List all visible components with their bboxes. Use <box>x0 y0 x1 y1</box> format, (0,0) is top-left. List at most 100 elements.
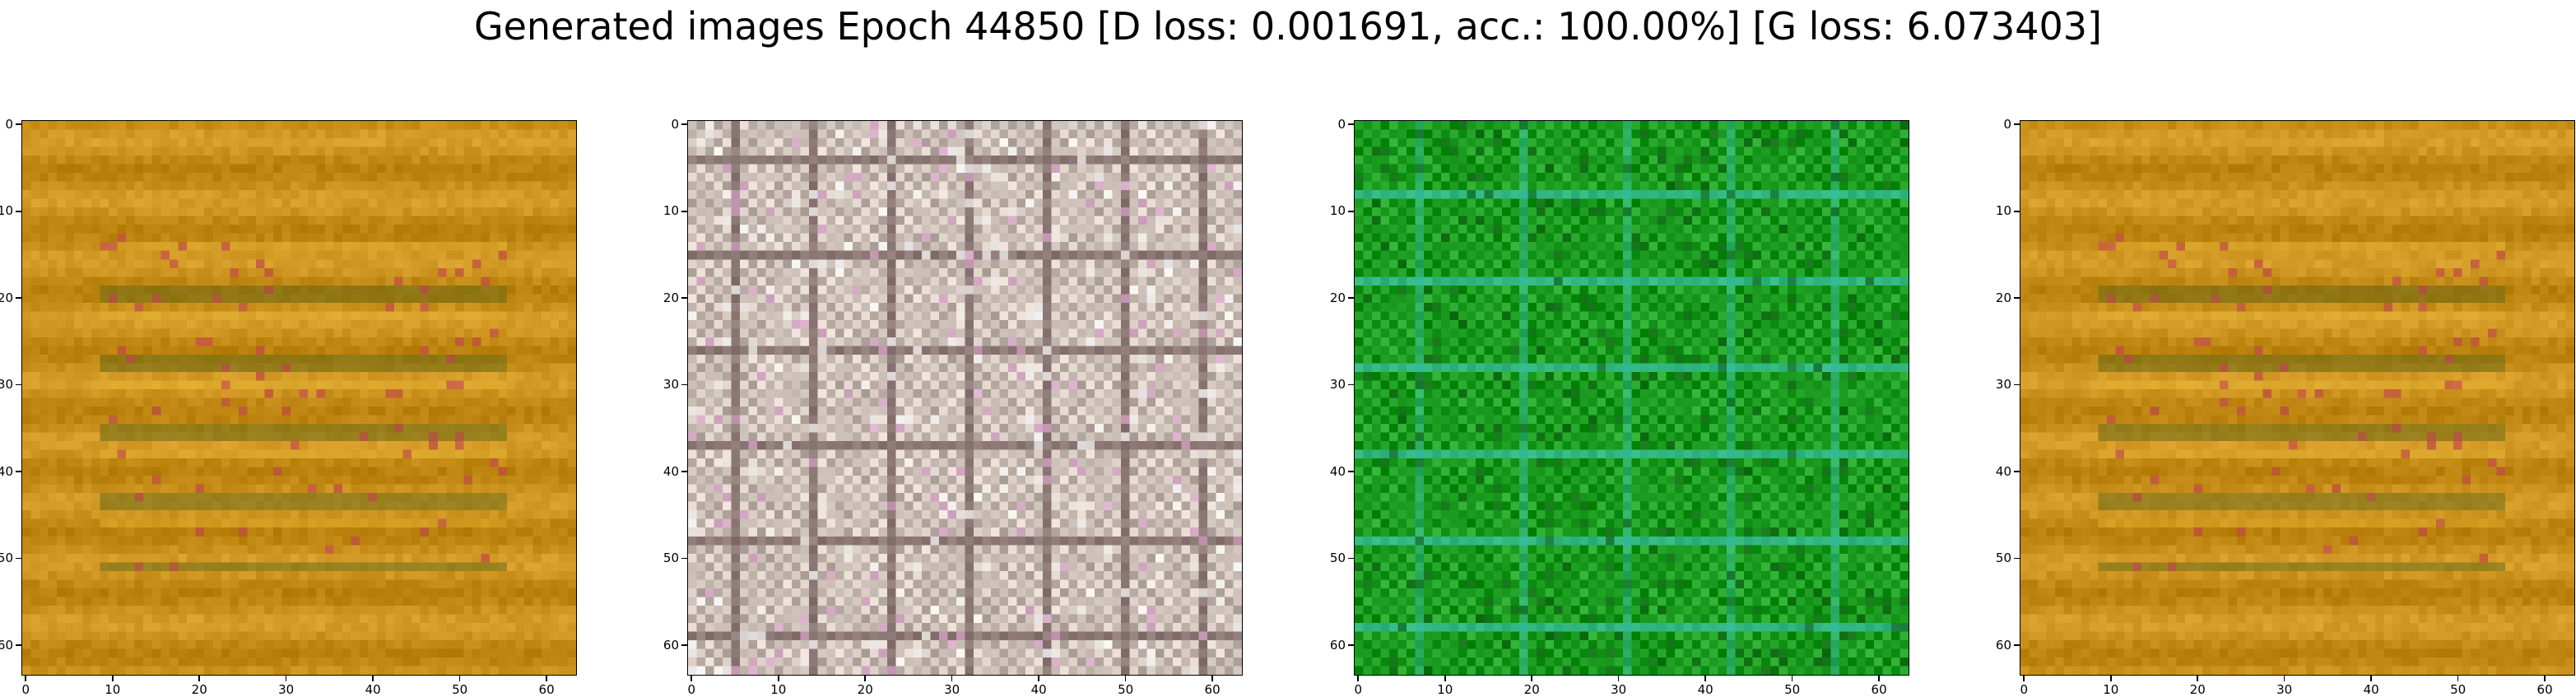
y-tick-label: 0 <box>1337 116 1346 132</box>
x-tick-mark <box>1038 676 1039 681</box>
x-tick-mark <box>1357 676 1360 681</box>
x-tick-label: 40 <box>1697 682 1713 697</box>
x-tick-mark <box>2023 676 2025 681</box>
x-tick-label: 60 <box>2536 682 2553 697</box>
generated-image-4 <box>2020 121 2574 675</box>
x-tick-mark <box>546 676 547 681</box>
x-tick-mark <box>1444 676 1446 681</box>
x-tick-mark <box>1791 676 1793 681</box>
x-tick-label: 30 <box>1611 682 1627 697</box>
y-tick-label: 60 <box>0 637 13 653</box>
x-tick-mark <box>2544 676 2546 681</box>
x-tick-mark <box>372 676 374 681</box>
y-tick-mark <box>2014 210 2020 212</box>
y-tick-mark <box>2014 123 2020 126</box>
x-tick-label: 0 <box>687 682 696 697</box>
image-axes <box>2020 120 2575 676</box>
x-tick-mark <box>458 676 461 681</box>
y-tick-label: 30 <box>0 377 13 393</box>
generated-image-2 <box>688 121 1242 675</box>
x-tick-mark <box>1531 676 1532 681</box>
y-tick-label: 40 <box>0 463 13 479</box>
x-tick-mark <box>1211 676 1213 681</box>
y-tick-mark <box>16 557 21 560</box>
y-tick-label: 40 <box>663 463 679 479</box>
y-tick-label: 60 <box>1995 637 2011 653</box>
y-tick-label: 30 <box>663 377 679 393</box>
y-tick-mark <box>16 383 21 386</box>
x-tick-label: 40 <box>1030 682 1047 697</box>
y-tick-label: 10 <box>1995 203 2011 219</box>
x-tick-label: 30 <box>944 682 960 697</box>
x-tick-label: 10 <box>105 682 121 697</box>
x-tick-mark <box>1704 676 1706 681</box>
x-tick-label: 40 <box>365 682 381 697</box>
generated-image-3 <box>1355 121 1909 675</box>
y-tick-label: 30 <box>1329 377 1346 393</box>
y-tick-label: 40 <box>1995 463 2011 479</box>
x-tick-label: 60 <box>538 682 555 697</box>
generated-image-1 <box>22 121 576 675</box>
y-tick-mark <box>681 123 687 126</box>
x-tick-label: 10 <box>2103 682 2119 697</box>
x-tick-mark <box>951 676 953 681</box>
x-tick-mark <box>1878 676 1880 681</box>
y-tick-label: 40 <box>1329 463 1346 479</box>
y-tick-label: 10 <box>1329 203 1346 219</box>
x-tick-label: 0 <box>2020 682 2029 697</box>
x-tick-label: 20 <box>1523 682 1540 697</box>
x-tick-label: 20 <box>191 682 207 697</box>
y-tick-mark <box>1348 383 1354 386</box>
image-axes <box>1354 120 1909 676</box>
x-tick-mark <box>25 676 27 681</box>
x-tick-label: 0 <box>1354 682 1363 697</box>
y-tick-label: 20 <box>1995 290 2011 305</box>
x-tick-label: 50 <box>1118 682 1134 697</box>
y-tick-label: 0 <box>2003 116 2011 132</box>
y-tick-label: 50 <box>0 551 13 566</box>
x-tick-mark <box>2197 676 2198 681</box>
x-tick-label: 10 <box>1437 682 1453 697</box>
x-tick-mark <box>2457 676 2459 681</box>
y-tick-label: 0 <box>5 116 13 132</box>
x-tick-mark <box>2283 676 2285 681</box>
y-tick-label: 20 <box>1329 290 1346 305</box>
x-tick-mark <box>285 676 287 681</box>
y-tick-mark <box>16 471 21 472</box>
y-tick-mark <box>1348 471 1354 472</box>
image-axes <box>21 120 577 676</box>
y-tick-mark <box>681 210 687 212</box>
y-tick-mark <box>16 297 21 299</box>
y-tick-label: 20 <box>663 290 679 305</box>
x-tick-mark <box>111 676 114 681</box>
y-tick-mark <box>681 471 687 472</box>
y-tick-label: 60 <box>1329 637 1346 653</box>
y-tick-mark <box>681 297 687 299</box>
x-tick-mark <box>1124 676 1127 681</box>
y-tick-mark <box>1348 644 1354 646</box>
x-tick-label: 20 <box>857 682 873 697</box>
y-tick-label: 10 <box>0 203 13 219</box>
y-tick-mark <box>16 644 21 646</box>
y-tick-mark <box>1348 297 1354 299</box>
y-tick-label: 60 <box>663 637 679 653</box>
y-tick-label: 50 <box>1995 551 2011 566</box>
x-tick-label: 20 <box>2189 682 2206 697</box>
figure-title: Generated images Epoch 44850 [D loss: 0.… <box>473 4 2103 49</box>
y-tick-label: 30 <box>1995 377 2011 393</box>
y-tick-label: 10 <box>663 203 679 219</box>
x-tick-label: 60 <box>1204 682 1221 697</box>
x-tick-label: 50 <box>452 682 468 697</box>
x-tick-label: 50 <box>2450 682 2467 697</box>
x-tick-label: 0 <box>21 682 30 697</box>
y-tick-mark <box>2014 297 2020 299</box>
x-tick-mark <box>2370 676 2372 681</box>
y-tick-label: 0 <box>671 116 679 132</box>
y-tick-mark <box>1348 123 1354 126</box>
x-tick-label: 60 <box>1871 682 1887 697</box>
x-tick-mark <box>2109 676 2112 681</box>
y-tick-mark <box>2014 471 2020 472</box>
x-tick-label: 10 <box>770 682 787 697</box>
x-tick-mark <box>1617 676 1620 681</box>
x-tick-label: 40 <box>2363 682 2379 697</box>
